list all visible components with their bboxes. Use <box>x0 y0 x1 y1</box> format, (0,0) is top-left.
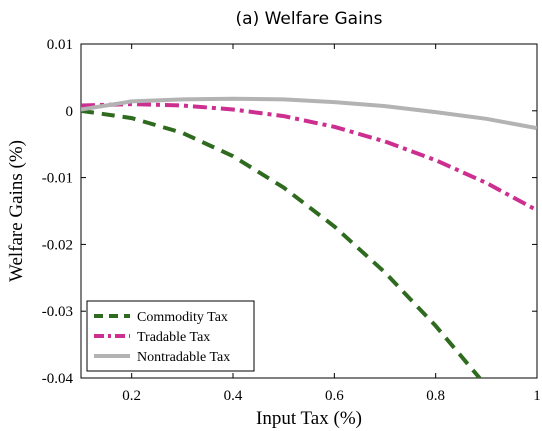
y-tick-label: -0.03 <box>42 304 73 320</box>
chart-title: (a) Welfare Gains <box>236 9 383 29</box>
y-tick-label: 0.01 <box>47 37 73 53</box>
y-tick-label: -0.04 <box>42 371 74 387</box>
x-tick-label: 0.2 <box>122 388 141 404</box>
plot-frame <box>80 43 538 379</box>
legend-label: Commodity Tax <box>137 310 228 325</box>
y-tick-label: -0.01 <box>42 171 73 187</box>
y-tick-label: 0 <box>66 104 74 120</box>
x-tick-label: 1 <box>533 388 541 404</box>
x-tick-label: 0.4 <box>224 388 243 404</box>
series-line-commodity-tax <box>81 108 483 378</box>
legend: Commodity Tax Tradable Tax Nontradable Tax <box>86 300 255 372</box>
x-axis: 0.2 0.4 0.6 0.8 1 <box>122 44 541 404</box>
y-axis-label: Welfare Gains (%) <box>6 140 27 282</box>
y-tick-label: -0.02 <box>42 237 73 253</box>
y-axis: 0.01 0 -0.01 -0.02 -0.03 -0.04 <box>42 37 537 387</box>
x-tick-label: 0.6 <box>325 388 344 404</box>
x-axis-label: Input Tax (%) <box>256 408 362 429</box>
x-tick-label: 0.8 <box>426 388 445 404</box>
series-lines <box>81 96 537 378</box>
legend-label: Nontradable Tax <box>137 350 230 365</box>
series-line-tradable-tax <box>81 102 537 213</box>
legend-box <box>86 300 255 372</box>
legend-label: Tradable Tax <box>137 330 210 345</box>
series-line-nontradable-tax <box>81 96 537 131</box>
